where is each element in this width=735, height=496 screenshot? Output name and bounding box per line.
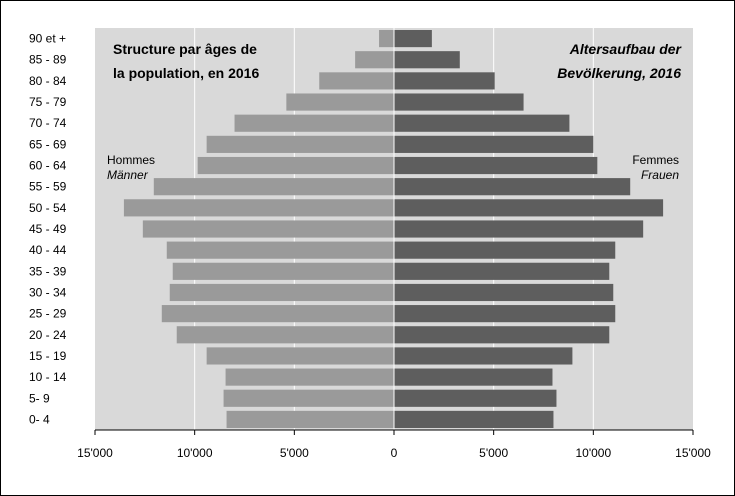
bar-male bbox=[206, 135, 394, 153]
bar-female bbox=[394, 347, 573, 365]
age-group-label: 0- 4 bbox=[29, 412, 50, 426]
bar-female bbox=[394, 178, 631, 196]
x-tick-label: 5'000 bbox=[280, 446, 309, 460]
bar-female bbox=[394, 262, 610, 280]
age-group-label: 90 et + bbox=[29, 32, 66, 46]
bar-female bbox=[394, 368, 553, 386]
age-group-label: 30 - 34 bbox=[29, 285, 67, 299]
bar-male bbox=[355, 51, 394, 69]
label-maenner: Männer bbox=[107, 168, 149, 182]
bar-female bbox=[394, 93, 524, 111]
age-group-label: 10 - 14 bbox=[29, 370, 67, 384]
bar-female bbox=[394, 220, 644, 238]
label-femmes: Femmes bbox=[632, 153, 679, 167]
x-axis-ticks: 15'000 10'000 5'000 0 5'000 10'000 15'000 bbox=[77, 430, 711, 460]
title-fr-line-2: la population, en 2016 bbox=[113, 65, 259, 81]
label-frauen: Frauen bbox=[641, 168, 679, 182]
age-group-label: 5- 9 bbox=[29, 391, 50, 405]
bar-male bbox=[123, 199, 395, 217]
bar-female bbox=[394, 389, 557, 407]
bar-male bbox=[234, 114, 394, 132]
bar-male bbox=[206, 347, 394, 365]
bar-male bbox=[225, 368, 394, 386]
bar-male bbox=[169, 283, 394, 302]
bar-female bbox=[394, 114, 570, 132]
bar-male bbox=[161, 305, 394, 323]
age-group-label: 70 - 74 bbox=[29, 116, 67, 130]
bar-male bbox=[197, 156, 394, 175]
bar-male bbox=[153, 178, 394, 196]
bar-male bbox=[142, 220, 394, 238]
bar-female bbox=[394, 326, 610, 344]
age-group-label: 35 - 39 bbox=[29, 264, 67, 278]
age-group-label: 80 - 84 bbox=[29, 74, 67, 88]
bar-female bbox=[394, 283, 614, 302]
title-fr-line-1: Structure par âges de bbox=[113, 41, 257, 57]
age-group-label: 25 - 29 bbox=[29, 307, 67, 321]
bar-male bbox=[223, 389, 394, 407]
age-group-label: 50 - 54 bbox=[29, 201, 67, 215]
x-tick-label: 0 bbox=[391, 446, 398, 460]
x-tick-label: 10'000 bbox=[575, 446, 611, 460]
bar-female bbox=[394, 199, 664, 217]
x-tick-label: 10'000 bbox=[177, 446, 213, 460]
bar-female bbox=[394, 156, 598, 175]
age-group-label: 40 - 44 bbox=[29, 243, 67, 257]
bar-female bbox=[394, 135, 594, 153]
age-group-label: 55 - 59 bbox=[29, 180, 67, 194]
bar-male bbox=[176, 326, 394, 344]
x-tick-label: 15'000 bbox=[675, 446, 711, 460]
bar-male bbox=[172, 262, 394, 280]
bar-male bbox=[286, 93, 394, 111]
title-de-line-2: Bevölkerung, 2016 bbox=[557, 65, 681, 81]
age-group-label: 20 - 24 bbox=[29, 328, 67, 342]
age-group-label: 75 - 79 bbox=[29, 95, 67, 109]
age-group-label: 15 - 19 bbox=[29, 349, 67, 363]
bar-female bbox=[394, 30, 432, 48]
bar-female bbox=[394, 72, 495, 90]
bar-female bbox=[394, 305, 616, 323]
age-group-label: 45 - 49 bbox=[29, 222, 67, 236]
bar-male bbox=[226, 410, 394, 428]
title-de-line-1: Altersaufbau der bbox=[569, 41, 683, 57]
age-group-labels: 0- 4 5- 9 10 - 14 15 - 19 20 - 24 25 - 29 30 -… bbox=[29, 32, 67, 427]
bar-male bbox=[379, 30, 394, 48]
bar-male bbox=[319, 72, 394, 90]
bar-female bbox=[394, 410, 554, 428]
label-hommes: Hommes bbox=[107, 153, 155, 167]
x-tick-label: 5'000 bbox=[479, 446, 508, 460]
bars bbox=[123, 30, 664, 428]
age-group-label: 60 - 64 bbox=[29, 159, 67, 173]
age-group-label: 65 - 69 bbox=[29, 137, 67, 151]
age-group-label: 85 - 89 bbox=[29, 53, 67, 67]
x-tick-label: 15'000 bbox=[77, 446, 113, 460]
bar-female bbox=[394, 51, 460, 69]
bar-male bbox=[166, 241, 394, 259]
bar-female bbox=[394, 241, 616, 259]
